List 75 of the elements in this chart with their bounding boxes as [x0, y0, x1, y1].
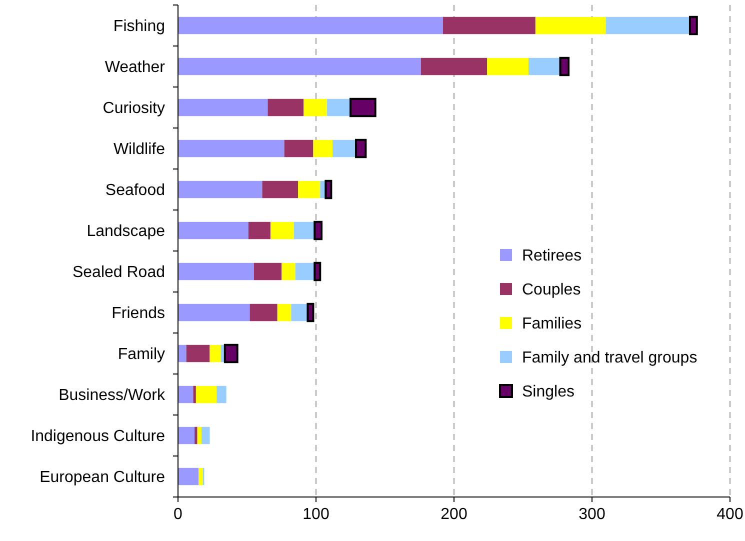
- bar: [528, 58, 560, 76]
- bar: [178, 386, 194, 404]
- bar: [298, 180, 320, 198]
- x-tick-label: 400: [716, 506, 744, 523]
- bar: [304, 98, 328, 116]
- bar: [197, 426, 202, 444]
- bar: [210, 344, 221, 362]
- bar: [201, 426, 210, 444]
- legend-label: Singles: [522, 384, 574, 401]
- bar: [224, 344, 238, 364]
- bar: [559, 56, 570, 76]
- y-tick-label: Sealed Road: [72, 264, 165, 282]
- bar: [313, 140, 333, 158]
- bar: [250, 304, 278, 322]
- y-tick-label: Indigenous Culture: [30, 428, 166, 446]
- y-tick-label: Business/Work: [58, 387, 166, 404]
- bar: [270, 222, 294, 240]
- bar: [535, 16, 606, 34]
- legend-label: Couples: [522, 282, 581, 299]
- y-tick-label: Wildlife: [113, 141, 166, 158]
- bar: [420, 58, 488, 76]
- bar: [327, 98, 350, 116]
- y-tick-label: Weather: [104, 59, 166, 76]
- x-tick-label: 0: [174, 506, 183, 523]
- bar: [178, 222, 248, 240]
- bar: [178, 468, 199, 486]
- x-tick-label: 300: [578, 506, 606, 523]
- y-tick-label: Friends: [112, 305, 165, 322]
- y-tick-label: Landscape: [86, 223, 166, 240]
- bar: [355, 138, 367, 158]
- bar: [178, 304, 250, 322]
- x-tick-label: 200: [440, 506, 468, 523]
- bar: [178, 426, 195, 444]
- bar: [291, 304, 308, 322]
- bar: [306, 302, 314, 322]
- bar: [262, 180, 298, 198]
- bar: [254, 262, 282, 280]
- bar: [324, 180, 332, 200]
- y-tick-label: European Culture: [40, 469, 166, 486]
- bar: [314, 220, 323, 240]
- bar: [193, 386, 196, 404]
- bar: [294, 222, 315, 240]
- bar: [178, 180, 262, 198]
- bar: [277, 304, 292, 322]
- bar: [282, 262, 296, 280]
- bar: [178, 262, 254, 280]
- bar: [487, 58, 529, 76]
- bar: [178, 16, 443, 34]
- bar: [268, 98, 304, 116]
- x-tick-label: 100: [302, 506, 330, 523]
- bar: [198, 468, 203, 486]
- bar: [688, 16, 698, 36]
- legend-label: Families: [522, 316, 582, 333]
- legend-label: Retirees: [522, 248, 582, 265]
- bar: [332, 140, 356, 158]
- bar: [178, 140, 284, 158]
- bar: [284, 140, 314, 158]
- bar: [606, 16, 690, 34]
- bar: [194, 426, 198, 444]
- bar: [442, 16, 536, 34]
- y-tick-label: Seafood: [105, 182, 165, 200]
- bar: [248, 222, 270, 240]
- bar: [178, 98, 268, 116]
- legend-label: Family and travel groups: [522, 350, 698, 367]
- y-tick-label: Family: [118, 346, 165, 364]
- y-tick-label: Fishing: [113, 18, 165, 36]
- bar: [295, 262, 315, 280]
- bar: [178, 344, 186, 362]
- y-tick-label: Curiosity: [102, 100, 165, 118]
- bar: [314, 262, 322, 282]
- bar: [196, 386, 217, 404]
- bar: [350, 98, 376, 118]
- bar: [178, 58, 421, 76]
- bar: [186, 344, 210, 362]
- bar: [216, 386, 226, 404]
